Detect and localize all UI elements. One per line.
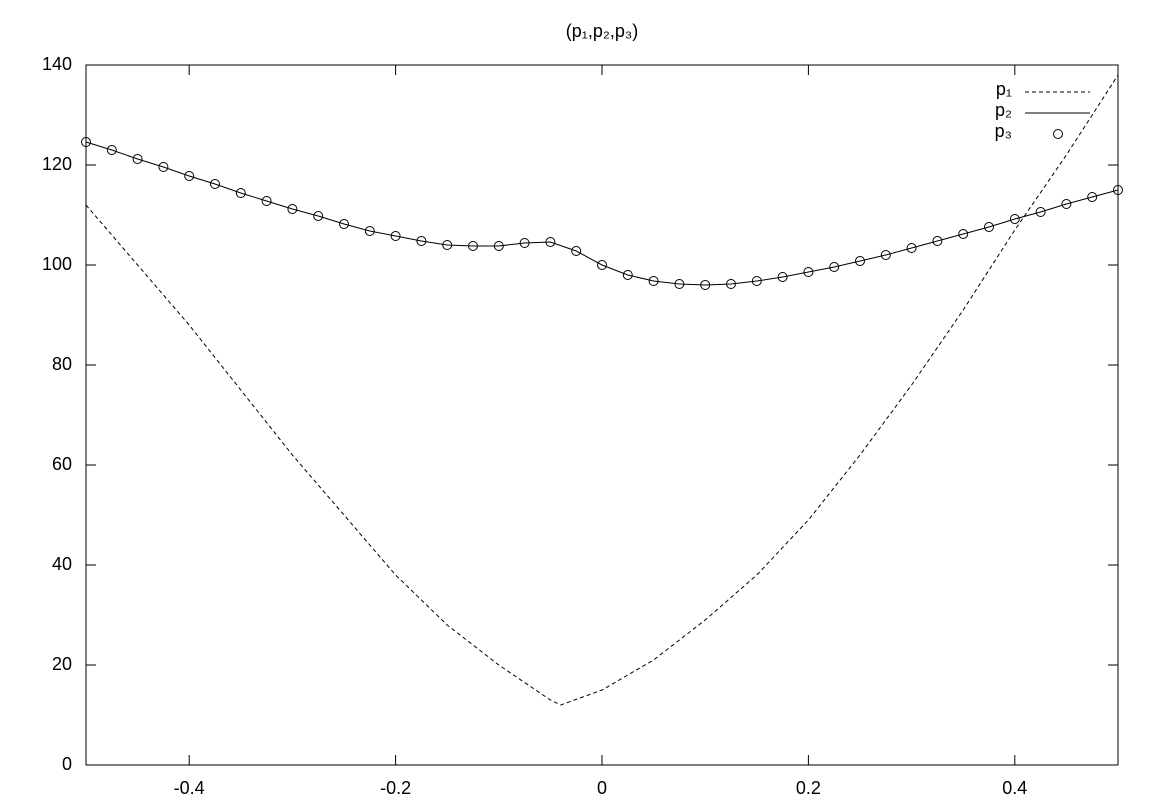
point [829, 262, 840, 272]
point [184, 171, 195, 181]
point [751, 276, 762, 286]
point [132, 154, 143, 164]
point [545, 237, 556, 247]
legend-label: p₁ [996, 79, 1012, 99]
y-tick-label: 80 [52, 354, 72, 374]
point [1061, 199, 1072, 209]
line [85, 141, 1119, 286]
point [468, 241, 478, 251]
point [158, 162, 169, 172]
point [855, 256, 865, 266]
y-tick-label: 140 [42, 54, 72, 74]
x-tick-label: -0.2 [380, 778, 411, 798]
x-tick-label: 0.4 [1002, 778, 1027, 798]
point [106, 145, 117, 155]
point [416, 236, 427, 246]
chart-title: (p₁,p₂,p₃) [566, 21, 638, 41]
point [235, 188, 246, 198]
point [1035, 207, 1046, 217]
y-tick-label: 120 [42, 154, 72, 174]
point [287, 204, 298, 214]
point [313, 211, 324, 221]
point [958, 229, 969, 239]
x-tick-label: 0 [597, 778, 607, 798]
point [339, 219, 349, 229]
point [261, 196, 272, 206]
point [597, 260, 607, 270]
point [1087, 192, 1098, 202]
y-tick-label: 60 [52, 454, 72, 474]
point [984, 222, 994, 232]
point [700, 280, 711, 290]
point [622, 270, 633, 280]
point [364, 226, 375, 236]
legend-marker [1053, 129, 1063, 139]
point [571, 246, 582, 256]
point [880, 250, 891, 260]
plot-border [85, 64, 1119, 766]
point [932, 236, 943, 246]
y-tick-label: 20 [52, 654, 72, 674]
y-tick-label: 100 [42, 254, 72, 274]
x-tick-label: -0.4 [174, 778, 205, 798]
point [1009, 214, 1020, 224]
point [674, 279, 685, 289]
point [777, 272, 788, 282]
point [493, 241, 504, 251]
point [390, 231, 401, 241]
point [803, 267, 814, 277]
y-tick-label: 0 [62, 754, 72, 774]
point [442, 240, 453, 250]
line [85, 74, 1119, 706]
legend-label: p₂ [995, 100, 1012, 120]
legend-label: p₃ [995, 121, 1012, 141]
y-tick-label: 40 [52, 554, 72, 574]
point [1113, 185, 1123, 195]
point [648, 276, 659, 286]
point [81, 137, 91, 147]
point [726, 279, 736, 289]
point [519, 238, 530, 248]
x-tick-label: 0.2 [796, 778, 821, 798]
point [906, 243, 917, 253]
point [210, 179, 220, 189]
